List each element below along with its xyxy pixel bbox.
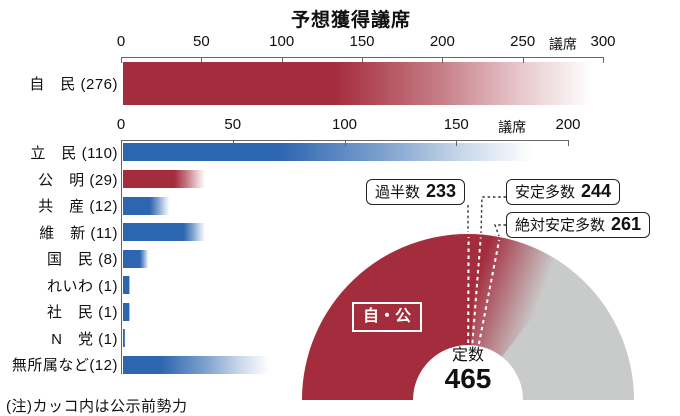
axis-tick-label: 150 xyxy=(349,33,375,50)
forecast-bar xyxy=(123,249,149,268)
party-row: 自 民 (276) xyxy=(0,62,597,105)
party-label: N 党 (1) xyxy=(51,330,118,348)
axis-tick-label: 100 xyxy=(269,33,295,50)
party-label: 国 民 (8) xyxy=(46,251,118,268)
forecast-bar xyxy=(123,223,206,241)
page-title: 予想獲得議席 xyxy=(290,10,411,31)
top-axis-tick-labels: 0 50 100 150 200 250 300 議席 xyxy=(0,33,680,53)
axis-tick-label: 50 xyxy=(224,116,242,133)
axis-tick-mark xyxy=(603,58,604,63)
party-row: 無所属など(12) xyxy=(0,355,271,374)
axis-tick-mark xyxy=(568,141,569,146)
forecast-bar-ldp xyxy=(123,62,597,105)
forecast-bar xyxy=(123,329,126,347)
party-label: 維 新 (11) xyxy=(39,224,118,242)
majority-value: 233 xyxy=(426,181,457,201)
party-row: 共 産 (12) xyxy=(0,196,170,215)
party-label: れいわ (1) xyxy=(46,277,118,295)
total-seats-label: 定数 xyxy=(451,347,484,364)
second-axis-line xyxy=(121,140,569,141)
party-label: 立 民 (110) xyxy=(30,144,118,162)
party-row: 維 新 (11) xyxy=(0,223,206,242)
callout-connector-lines xyxy=(467,196,506,237)
stable-majority-value: 244 xyxy=(581,181,612,201)
second-axis-tick-labels: 0 50 100 150 200 議席 xyxy=(0,116,680,136)
forecast-bar xyxy=(123,355,271,374)
axis-tick-label: 100 xyxy=(331,116,358,133)
axis-tick-mark xyxy=(281,58,283,63)
axis-tick-mark xyxy=(362,58,363,63)
coalition-segment xyxy=(302,233,477,400)
axis-tick-label: 250 xyxy=(510,33,536,50)
party-label: 公 明 (29) xyxy=(38,171,118,189)
majority-callout: 過半数 233 xyxy=(366,179,466,205)
forecast-bar xyxy=(123,196,170,215)
total-seats-value: 465 xyxy=(444,363,492,394)
axis-tick-label: 0 xyxy=(116,33,126,50)
axis-tick-label: 150 xyxy=(443,116,469,133)
axis-unit-label: 議席 xyxy=(498,119,527,135)
axis-tick-label: 200 xyxy=(555,116,581,133)
party-row: 立 民 (110) xyxy=(0,143,537,162)
axis-tick-label: 50 xyxy=(192,33,210,50)
party-label: 自 民 (276) xyxy=(29,76,118,93)
axis-unit-label: 議席 xyxy=(548,36,577,52)
total-seats: 定数 465 xyxy=(428,347,508,393)
party-label: 無所属など(12) xyxy=(11,357,118,374)
axis-tick-mark xyxy=(442,58,444,63)
stable-majority-connector xyxy=(480,196,506,234)
absolute-stable-majority-value: 261 xyxy=(611,214,642,234)
axis-tick-mark xyxy=(201,58,203,63)
majority-label: 過半数 xyxy=(375,184,421,201)
party-row: れいわ (1) xyxy=(0,276,130,295)
axis-tick-mark xyxy=(522,58,524,63)
party-row: N 党 (1) xyxy=(0,329,126,348)
footnote: (注)カッコ内は公示前勢力 xyxy=(6,398,188,415)
uncertainty-gradient-segment xyxy=(469,234,571,357)
top-axis-tick-marks xyxy=(0,58,680,64)
coalition-badge: 自・公 xyxy=(352,302,422,332)
axis-tick-label: 300 xyxy=(590,33,616,50)
absolute-stable-majority-label: 絶対安定多数 xyxy=(515,217,606,234)
party-label: 社 民 (1) xyxy=(46,304,118,321)
absolute-stable-majority-callout: 絶対安定多数 261 xyxy=(506,212,651,238)
axis-tick-label: 200 xyxy=(429,33,455,50)
party-row: 公 明 (29) xyxy=(0,170,206,189)
forecast-bar xyxy=(123,143,537,161)
party-row: 国 民 (8) xyxy=(0,249,149,268)
stable-majority-callout: 安定多数 244 xyxy=(506,179,621,205)
axis-tick-mark xyxy=(121,58,122,63)
stable-majority-label: 安定多数 xyxy=(515,184,576,201)
axis-tick-label: 0 xyxy=(116,116,126,133)
forecast-bar xyxy=(123,302,130,321)
coalition-donut-chart xyxy=(302,196,634,400)
second-axis-baseline xyxy=(121,140,122,374)
party-label: 共 産 (12) xyxy=(38,198,118,215)
forecast-bar xyxy=(123,170,206,188)
party-row: 社 民 (1) xyxy=(0,302,130,321)
absolute-stable-majority-connector xyxy=(494,224,506,237)
top-axis-line xyxy=(121,57,604,58)
forecast-bar xyxy=(123,276,130,294)
